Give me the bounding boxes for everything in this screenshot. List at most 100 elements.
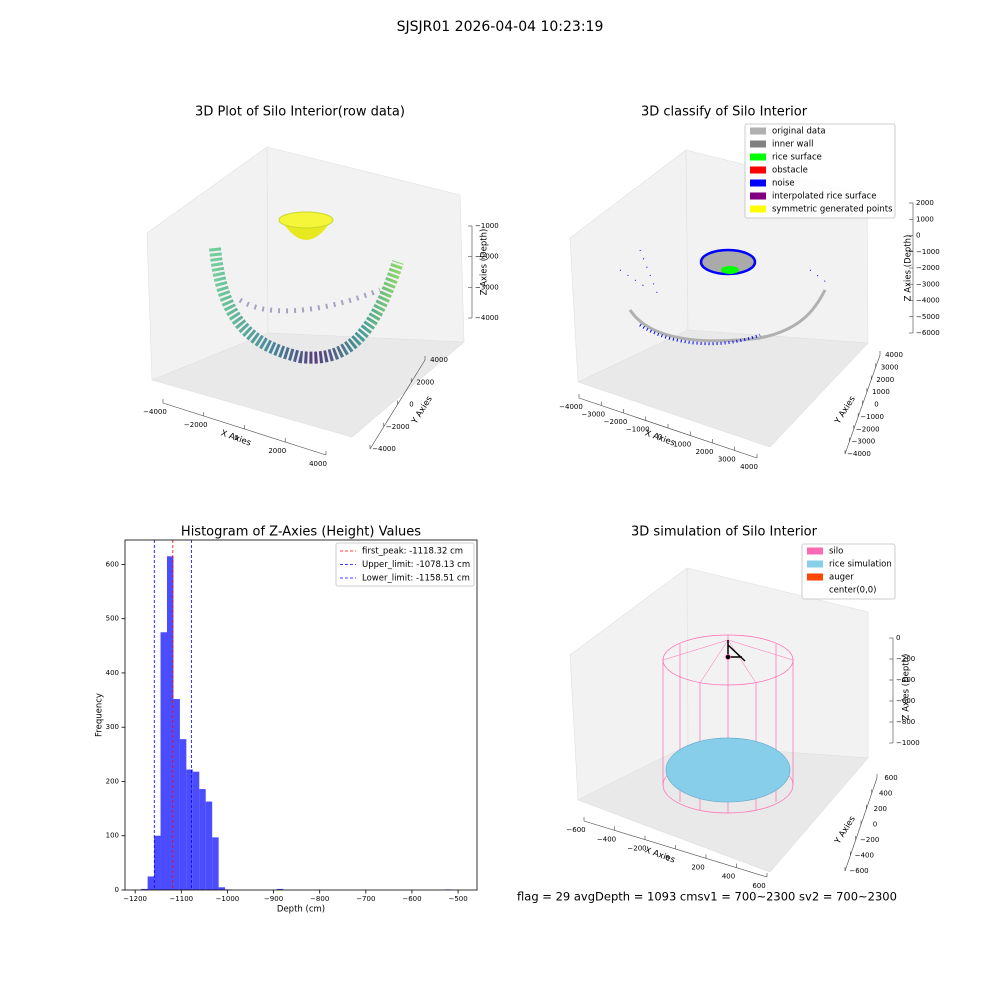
y-tick-label: 0: [873, 821, 877, 829]
x-tick-label: −4000: [143, 408, 167, 416]
silo-wireframe: [662, 634, 794, 814]
legend-box: [744, 123, 896, 219]
legend-swatch: [750, 192, 766, 200]
x-tick-label: 1000: [673, 441, 691, 449]
subplot-title: 3D Plot of Silo Interior(row data): [195, 105, 405, 120]
hist-bar: [179, 739, 187, 890]
y-tick-label: 300: [106, 723, 119, 731]
z-tick-label: −800: [896, 718, 915, 726]
x-tick-label: 0: [658, 433, 662, 441]
y-tick-label: −2000: [386, 423, 410, 431]
hist-bar: [192, 771, 200, 890]
legend-swatch: [750, 179, 766, 187]
y-axis-label: Frequency: [95, 693, 105, 737]
y-tick-label: −1000: [860, 413, 884, 421]
legend-label: auger: [829, 573, 854, 583]
x-tick-label: −2000: [184, 421, 208, 429]
x-tick-label: −400: [597, 835, 616, 843]
panes-4: [569, 567, 869, 873]
x-tick-label: 200: [691, 863, 704, 871]
y-tick-label: 4000: [885, 351, 903, 359]
x-tick-label: −200: [627, 845, 646, 853]
hist-bar: [186, 769, 193, 890]
legend-label: rice surface: [772, 153, 822, 163]
legend-label: symmetric generated points: [772, 205, 893, 215]
figure-title: SJSJR01 2026-04-04 10:23:19: [397, 19, 604, 35]
z-tick-label: −5000: [916, 313, 940, 321]
x-tick-label: 600: [752, 882, 765, 890]
y-tick-label: −3000: [852, 438, 876, 446]
legend-label: interpolated rice surface: [772, 192, 877, 202]
legend-swatch: [807, 547, 823, 555]
hist-bar: [160, 632, 167, 890]
y-tick-label: 0: [115, 886, 119, 894]
legend-label: obstacle: [772, 166, 808, 176]
z-tick-label: −3000: [916, 280, 940, 288]
y-tick-label: 2000: [416, 378, 434, 386]
x-tick-label: −1000: [216, 895, 240, 903]
y-tick-label: 0: [874, 401, 878, 409]
z-tick-label: −1000: [475, 222, 499, 230]
x-tick-label: 400: [722, 873, 735, 881]
hist-bar: [147, 876, 155, 890]
hist-bar: [218, 887, 226, 890]
legend-box: [801, 543, 896, 600]
x-tick-label: −600: [566, 826, 585, 834]
legend-label: first_peak: -1118.32 cm: [362, 547, 463, 557]
z-tick-label: −2000: [475, 253, 499, 261]
y-tick-label: −200: [860, 836, 879, 844]
hist-bar: [212, 837, 219, 890]
x-tick-label: −1100: [169, 895, 193, 903]
z-tick-label: −200: [896, 655, 915, 663]
z-tick-label: −6000: [916, 329, 940, 337]
x-tick-label: −1200: [123, 895, 147, 903]
z-tick-label: −3000: [475, 283, 499, 291]
z-tick-label: −4000: [475, 314, 499, 322]
y-tick-label: 0: [409, 401, 413, 409]
y-tick-label: 200: [874, 805, 887, 813]
hist-bar: [276, 888, 284, 890]
hist-bar: [173, 698, 180, 890]
x-tick-label: −1000: [626, 426, 650, 434]
x-tick-label: −500: [448, 895, 467, 903]
z-tick-label: −400: [896, 676, 915, 684]
legend-swatch: [807, 560, 823, 568]
x-tick-label: −2000: [604, 418, 628, 426]
legend-swatch: [807, 573, 823, 581]
z-tick-label: −600: [896, 697, 915, 705]
legend-label: silo: [829, 547, 843, 557]
y-tick-label: −400: [855, 852, 874, 860]
y-tick-label: 600: [884, 774, 897, 782]
hist-bar: [154, 835, 161, 890]
hist-bar: [199, 789, 206, 890]
x-tick-label: 0: [665, 854, 669, 862]
x-tick-label: −600: [402, 895, 421, 903]
z-tick-label: −2000: [916, 264, 940, 272]
x-axis-label: Depth (cm): [277, 905, 325, 915]
legend-box: [335, 542, 475, 587]
legend-label: original data: [772, 127, 826, 137]
plot-frame: [124, 539, 478, 891]
z-tick-label: 0: [916, 232, 920, 240]
y-tick-label: 100: [106, 832, 119, 840]
y-tick-label: −600: [849, 867, 868, 875]
legend-label: center(0,0): [829, 586, 877, 596]
x-tick-label: −700: [356, 895, 375, 903]
raw-scatter-cloud: [209, 211, 404, 364]
y-tick-label: −2000: [856, 425, 880, 433]
y-tick-label: 400: [106, 669, 119, 677]
legend-swatch: [750, 153, 766, 161]
z-tick-label: −1000: [896, 739, 920, 747]
y-tick-label: 1000: [872, 388, 890, 396]
y-tick-label: −4000: [847, 450, 871, 458]
z-axis-label: Z Axies (Depth): [902, 654, 912, 721]
x-tick-label: 3000: [718, 456, 736, 464]
footer-status: flag = 29 avgDepth = 1093 cmsv1 = 700~23…: [517, 890, 897, 904]
z-axis-label: Z Axies (Depth): [904, 235, 914, 302]
legend-label: rice simulation: [829, 560, 892, 570]
legend-swatch: [750, 205, 766, 213]
y-tick-label: 3000: [881, 363, 899, 371]
y-tick-label: 4000: [430, 356, 448, 364]
hist-bar: [166, 556, 174, 890]
z-tick-label: 2000: [916, 199, 934, 207]
